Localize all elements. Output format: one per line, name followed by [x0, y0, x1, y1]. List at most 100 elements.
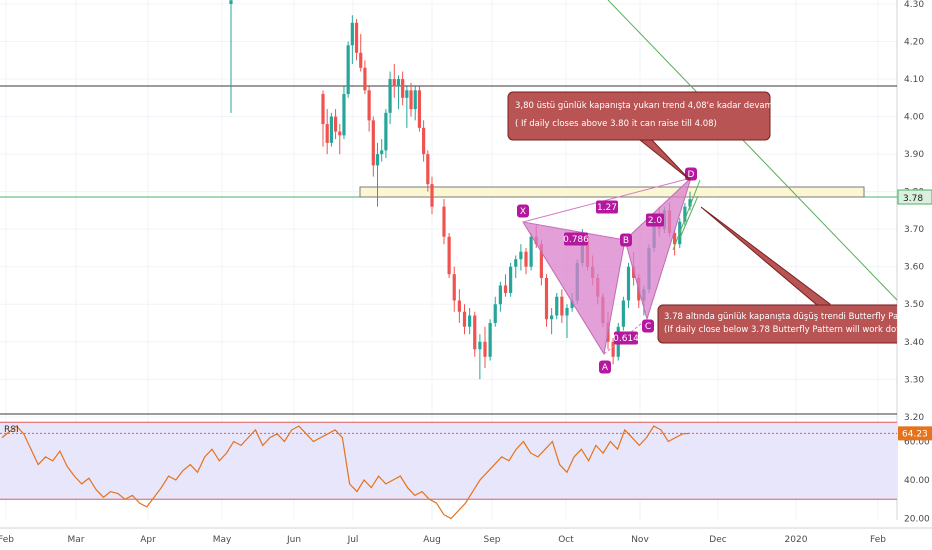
ratio-box: [564, 232, 588, 246]
price-tick-label: 3.30: [904, 375, 924, 385]
candle-down: [473, 315, 477, 350]
candle-down: [354, 22, 359, 53]
time-tick-label: Feb: [870, 535, 886, 545]
candle-down: [673, 232, 677, 245]
candle-up: [626, 266, 631, 301]
resistance-zone[interactable]: [359, 186, 865, 198]
candle-down: [367, 90, 371, 121]
point-marker-b: [620, 233, 632, 247]
butterfly-pattern[interactable]: X A B C D 1.27 0.786 0.614 2.0: [517, 167, 697, 374]
time-tick-label: 2020: [785, 535, 808, 545]
xb-line: [522, 221, 626, 241]
ratio-box: [646, 213, 664, 227]
rsi-last-box: [898, 426, 932, 441]
candle-up: [621, 300, 625, 327]
price-tick-label: 3.40: [904, 338, 924, 348]
time-tick-label: Oct: [558, 535, 574, 545]
callout-bottom-line1: 3.78 altında günlük kapanışta düşüş tren…: [664, 312, 932, 322]
candle-down: [426, 154, 430, 185]
candle-up: [519, 251, 523, 260]
candle-up: [688, 199, 692, 207]
candle-down: [392, 79, 396, 87]
candle-down: [524, 251, 528, 267]
callout-pointer-top: [638, 139, 691, 181]
candle-down: [544, 277, 549, 320]
callout-pointer-bottom: [700, 206, 831, 318]
point-marker-c: [642, 319, 654, 333]
candle-up: [468, 315, 472, 327]
point-label-b: B: [623, 236, 629, 246]
point-label-a: A: [602, 363, 609, 373]
rsi-title: RSI: [4, 425, 19, 435]
candle-up: [565, 307, 569, 316]
point-label-c: C: [645, 322, 651, 332]
rsi-tick-label: 40.00: [904, 476, 930, 486]
price-tick-label: 3.60: [904, 263, 924, 273]
callout-box-bottom: [657, 304, 897, 344]
candle-up: [388, 79, 392, 113]
candle-down: [321, 94, 325, 125]
candle-up: [375, 154, 380, 166]
candle-down: [359, 52, 363, 68]
ratio-label: 1.27: [597, 203, 617, 213]
candle-down: [422, 127, 426, 155]
candle-up: [550, 315, 554, 320]
time-axis: Feb Mar Apr May Jun Jul Aug Sep Oct Nov Dec 2020 Feb: [0, 535, 886, 545]
candle-up: [509, 266, 513, 293]
point-label-x: X: [520, 207, 526, 217]
trend-lines[interactable]: [607, 0, 898, 301]
rising-channel-line: [679, 195, 699, 239]
butterfly-wing-bcd: [624, 176, 693, 321]
candle-down: [325, 124, 329, 143]
candle-up: [478, 341, 482, 350]
rsi-last-label: 64.23: [902, 429, 928, 439]
point-marker-x: [517, 204, 529, 218]
point-marker-a: [599, 360, 611, 374]
callout-top-line2: ( If daily closes above 3.80 it can rais…: [515, 119, 717, 129]
ratio-label: 0.614: [613, 334, 639, 344]
candle-down: [503, 285, 508, 293]
candle-up: [405, 90, 409, 98]
candle-up: [229, 0, 233, 4]
descending-trend-line: [607, 0, 898, 301]
price-tick-label: 4.20: [904, 38, 924, 48]
time-tick-label: Nov: [631, 535, 649, 545]
time-tick-label: Aug: [423, 535, 441, 545]
candle-down: [333, 116, 338, 132]
callouts[interactable]: 3,80 üstü günlük kapanışta yukarı trend …: [507, 91, 932, 344]
candle-up: [413, 90, 417, 110]
callout-box-top: [507, 91, 771, 141]
time-tick-label: Feb: [0, 535, 14, 545]
rsi-band: [0, 422, 897, 500]
time-tick-label: Mar: [68, 535, 85, 545]
candle-up: [570, 300, 574, 308]
candle-down: [338, 131, 342, 136]
ratio-label: 2.0: [648, 216, 663, 226]
price-tick-label: 4.10: [904, 75, 924, 85]
candle-down: [457, 300, 461, 312]
last-price-box: [897, 189, 932, 205]
price-tick-label: 4.30: [904, 0, 924, 10]
time-tick-label: Sep: [484, 535, 501, 545]
last-value-labels: 3.78 64.23: [897, 189, 932, 441]
price-axis: 4.304.204.104.003.903.803.703.603.503.40…: [904, 0, 924, 423]
time-tick-label: Jul: [347, 535, 359, 545]
candle-down: [417, 90, 422, 128]
candle-up: [555, 296, 559, 316]
candle-down: [447, 236, 451, 275]
candle-down: [363, 67, 367, 91]
ratio-label: 0.786: [563, 235, 589, 245]
price-tick-label: 3.70: [904, 225, 924, 235]
candle-up: [529, 236, 533, 267]
candle-down: [452, 274, 456, 301]
last-price-label: 3.78: [903, 194, 923, 204]
price-tick-label: 4.00: [904, 113, 924, 123]
rising-channel-line: [672, 179, 701, 251]
candle-up: [514, 259, 518, 267]
candle-up: [342, 94, 346, 136]
time-tick-label: Dec: [709, 535, 726, 545]
price-tick-label: 3.20: [904, 413, 924, 423]
price-tick-label: 3.50: [904, 300, 924, 310]
rsi-tick-label: 60.00: [904, 438, 930, 448]
callout-bottom-line2: (If daily close below 3.78 Butterfly Pat…: [664, 325, 932, 335]
